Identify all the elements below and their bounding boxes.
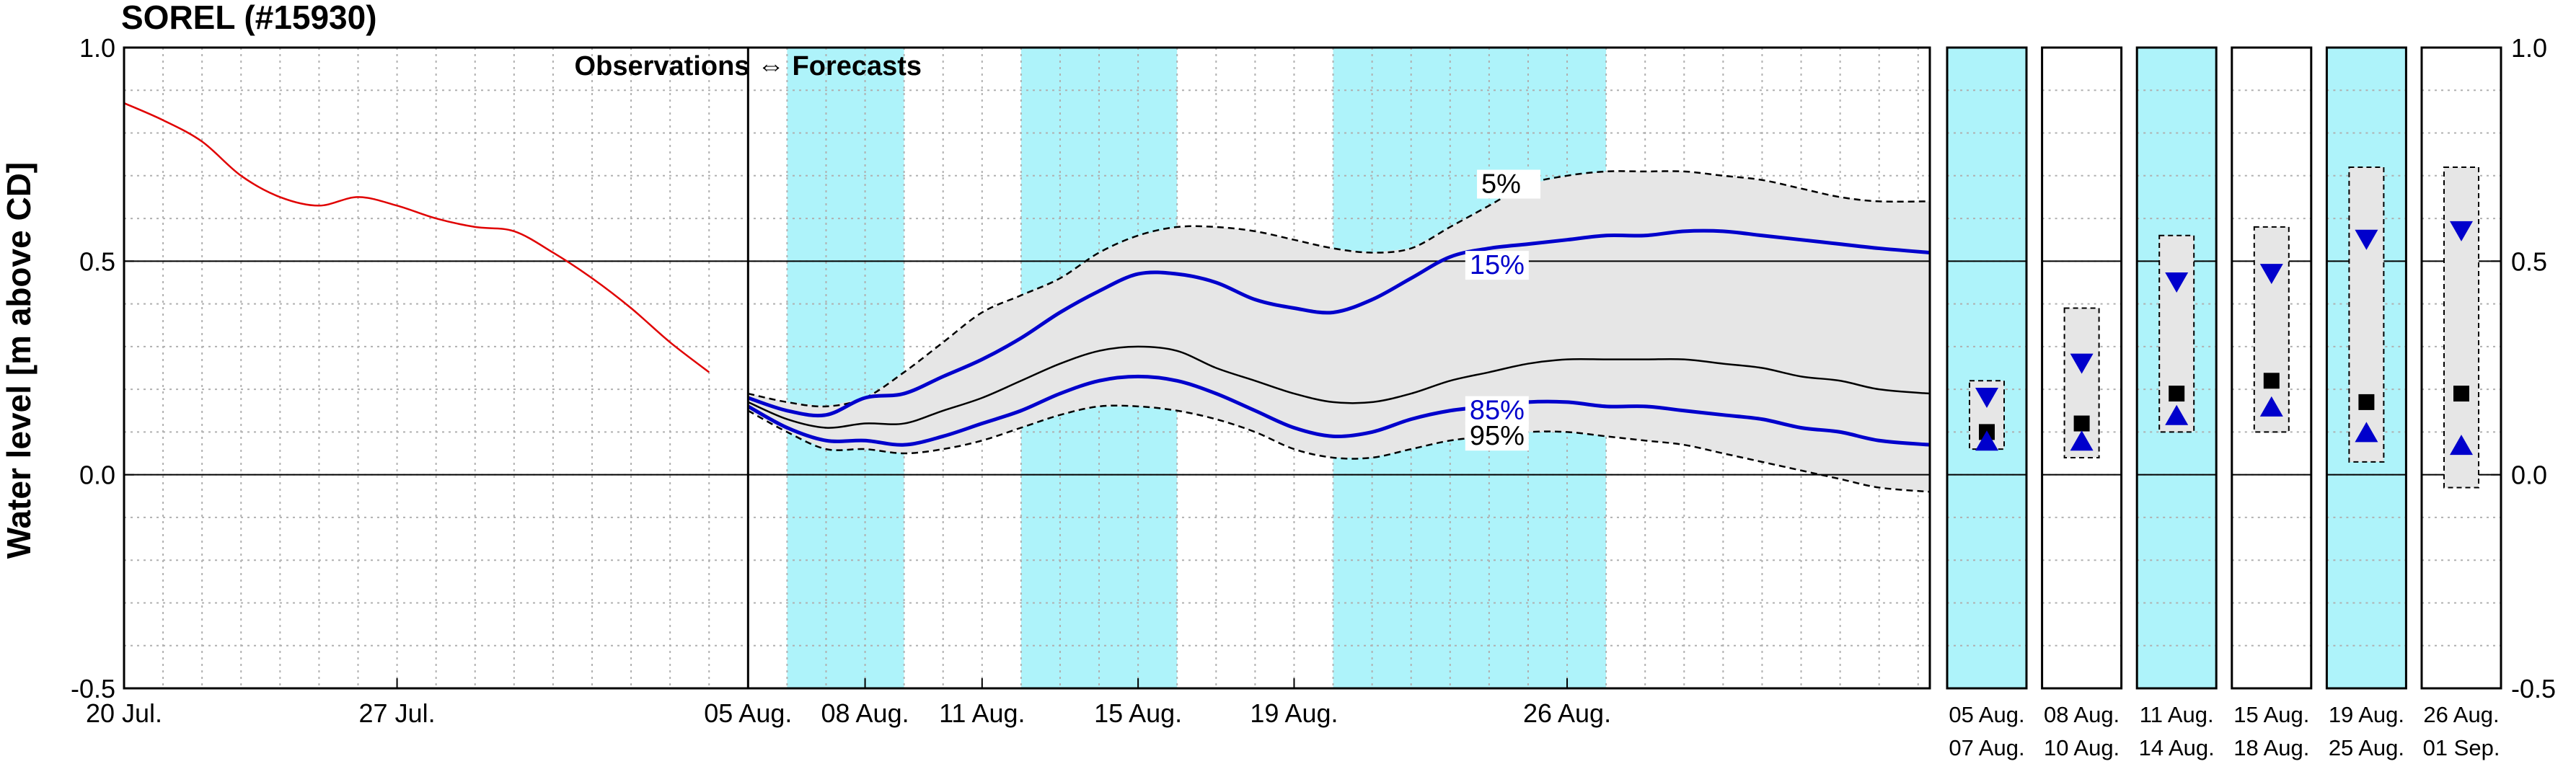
band-label-bg [1465, 396, 1529, 425]
panel-frame [2231, 46, 2313, 690]
observations-line [123, 102, 710, 373]
panel-median-marker [2169, 386, 2185, 402]
panel-upper-marker [1975, 387, 1998, 408]
panel-lower-marker [2070, 430, 2094, 451]
panel-median-marker [2453, 386, 2469, 402]
band-label-bg [1465, 251, 1529, 280]
panel-label-start: 19 Aug. [2329, 702, 2404, 727]
y-axis-label: Water level [m above CD] [0, 162, 38, 559]
panel-lower-marker [2450, 435, 2473, 456]
y-tick-label: 0.0 [79, 461, 115, 490]
panel-lower-marker [1975, 430, 1998, 451]
panel-label-end: 18 Aug. [2233, 735, 2309, 760]
right-y-tick-label: 0.5 [2511, 246, 2547, 276]
right-y-tick-label: -0.5 [2511, 674, 2556, 703]
panel-upper-marker [2450, 221, 2473, 241]
x-tick-label: 20 Jul. [86, 698, 162, 728]
plot-frame [123, 46, 1931, 690]
x-tick-label: 15 Aug. [1094, 698, 1182, 728]
panel-median-marker [2073, 415, 2090, 432]
panel-label-end: 10 Aug. [2044, 735, 2120, 760]
panel-frame [2041, 46, 2123, 690]
series-line-85pct [747, 374, 1931, 447]
observations-forecasts-annotation: Observations ⇔ Forecasts [575, 51, 922, 81]
band-label-bg [1477, 169, 1541, 199]
right-y-tick-label: 0.0 [2511, 461, 2547, 490]
panel-range-box [2158, 234, 2195, 433]
main-plot: 5% 15% 85%95% Observations ⇔ Forecasts 1.0 0.… [71, 33, 1931, 728]
band-label: 85% [1470, 396, 1525, 426]
y-tick-label: 1.0 [79, 33, 115, 63]
panel-label-end: 01 Sep. [2423, 735, 2500, 760]
panel-upper-marker [2165, 272, 2189, 293]
panel-median-marker [2263, 373, 2280, 389]
band-label: 95% [1470, 421, 1525, 451]
right-y-tick-label: 1.0 [2511, 33, 2547, 63]
panel-frame [1946, 46, 2028, 690]
panel-upper-marker [2355, 229, 2378, 250]
x-tick-label: 05 Aug. [704, 698, 792, 728]
panel-label-end: 14 Aug. [2139, 735, 2215, 760]
panel-frame [2325, 46, 2407, 690]
panel-label-start: 08 Aug. [2044, 702, 2120, 727]
panel-frame [2420, 46, 2502, 690]
panel-upper-marker [2070, 353, 2094, 374]
percentile-band [748, 171, 1930, 492]
panel-label-start: 26 Aug. [2423, 702, 2499, 727]
panel-upper-marker [2259, 264, 2283, 285]
series-line-15pct [747, 228, 1931, 418]
x-tick-label: 27 Jul. [359, 698, 436, 728]
panel-label-end: 07 Aug. [1949, 735, 2024, 760]
panel-range-box [2348, 166, 2385, 463]
panel-lower-marker [2259, 396, 2283, 417]
band-label: 5% [1481, 169, 1521, 200]
panel-range-box [2443, 166, 2479, 489]
chart-title: SOREL (#15930) [121, 0, 377, 36]
x-tick-label: 11 Aug. [939, 698, 1025, 728]
panel-shading [1947, 48, 2026, 688]
y-tick-label: 0.5 [79, 246, 115, 276]
panel-label-start: 15 Aug. [2233, 702, 2309, 727]
panel-lower-marker [2165, 404, 2189, 425]
x-tick-label: 19 Aug. [1250, 698, 1338, 728]
panel-label-end: 25 Aug. [2329, 735, 2404, 760]
panel-median-marker [2358, 394, 2375, 410]
panel-label-start: 05 Aug. [1949, 702, 2024, 727]
band-label-bg [1465, 422, 1529, 451]
panel-lower-marker [2355, 422, 2378, 443]
series-line-median [747, 345, 1931, 429]
shaded-period [787, 48, 904, 688]
y-tick-label: -0.5 [71, 674, 115, 703]
panel-label-start: 11 Aug. [2140, 702, 2214, 727]
band-label: 15% [1470, 250, 1525, 280]
x-tick-label: 08 Aug. [821, 698, 909, 728]
x-tick-label: 26 Aug. [1523, 698, 1611, 728]
weekly-panels: 05 Aug. 07 Aug. 08 Aug. 10 Aug. 11 Aug. 14 Au… [1946, 33, 2556, 760]
series-line-95pct [747, 404, 1931, 493]
panel-frame [2135, 46, 2218, 690]
